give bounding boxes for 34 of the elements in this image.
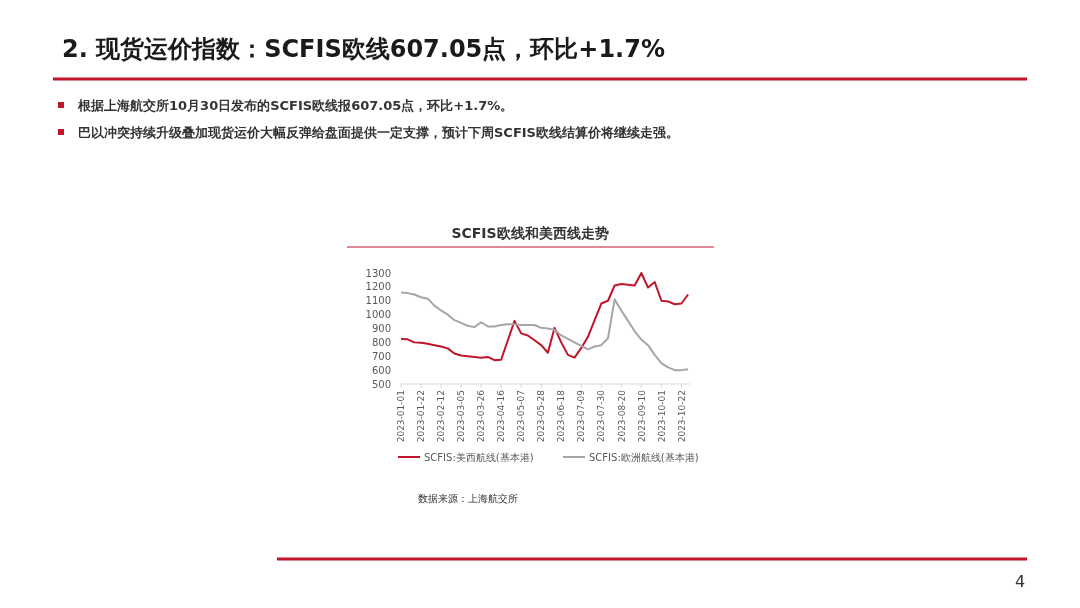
x-tick-label: 2023-03-05	[456, 390, 467, 443]
text: 4	[1014, 572, 1026, 591]
x-tick-label: 2023-04-16	[496, 389, 507, 443]
x-tick-label: 2023-01-22	[416, 390, 427, 443]
y-tick-label: 600	[371, 364, 391, 376]
y-tick-label: 1200	[365, 281, 391, 293]
x-tick-label: 2023-05-07	[516, 390, 527, 443]
y-tick-label: 800	[371, 336, 391, 348]
legend-label: SCFIS:欧洲航线(基本港)	[589, 452, 699, 463]
y-tick-label: 900	[371, 323, 391, 334]
x-tick-label: 2023-03-26	[476, 389, 487, 443]
x-tick-label: 2023-08-20	[616, 389, 627, 443]
x-tick-label: 2023-06-18	[556, 389, 567, 443]
chart-title: SCFIS欧线和美西线走势	[451, 225, 609, 241]
x-tick-label: 2023-07-30	[596, 389, 607, 443]
x-tick-label: 2023-10-22	[676, 390, 687, 443]
line-series	[400, 291, 690, 372]
x-tick-label: 2023-10-01	[656, 390, 667, 443]
text: 巴以冲突持续升级叠加现货运价大幅反弹给盘面提供一定支撑，预计下周SCFIS欧线结算价将继续走强。	[78, 125, 679, 140]
y-tick-label: 500	[371, 378, 391, 390]
y-tick-label: 1100	[365, 295, 391, 307]
text: 根据上海航交所10月30日发布的SCFIS欧线报607.05点，环比+1.7%。	[77, 98, 514, 113]
x-tick-label: 2023-02-12	[436, 390, 447, 443]
source-note: 数据来源：上海航交所	[418, 493, 518, 504]
x-tick-label: 2023-01-01	[396, 390, 407, 443]
text: 2. 现货运价指数：SCFIS欧线607.05点，环比+1.7%	[62, 35, 665, 63]
y-tick-label: 700	[371, 350, 391, 362]
x-tick-label: 2023-05-28	[536, 389, 547, 443]
y-tick-label: 1000	[365, 309, 391, 321]
x-tick-label: 2023-07-09	[576, 389, 587, 443]
y-tick-label: 1300	[365, 267, 391, 279]
line-series	[400, 272, 690, 362]
legend-label: SCFIS:美西航线(基本港)	[424, 452, 534, 463]
x-tick-label: 2023-09-10	[636, 389, 647, 443]
